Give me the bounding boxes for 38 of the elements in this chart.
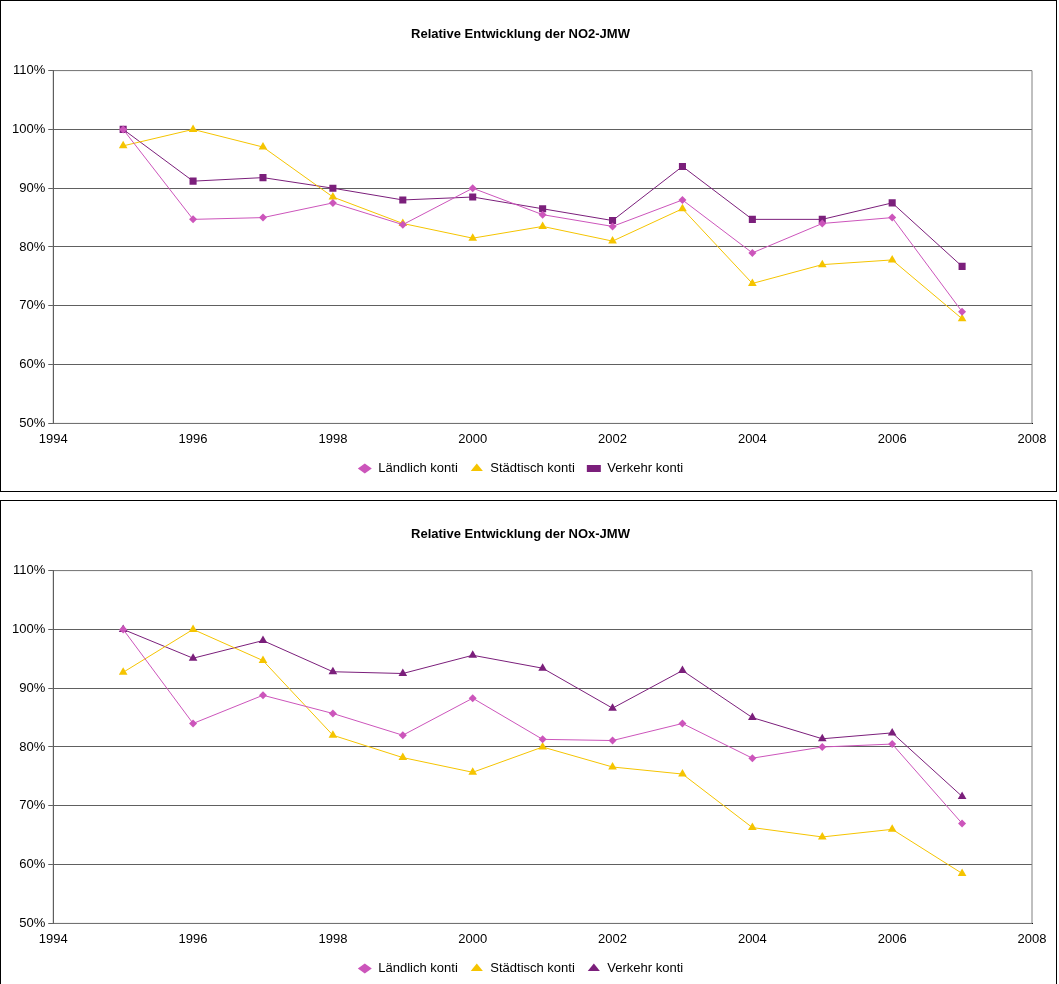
y-tick-label: 80% <box>19 738 46 754</box>
x-tick-label: 1994 <box>38 930 68 946</box>
y-tick-label: 110% <box>12 562 46 578</box>
legend-label: Städtisch konti <box>490 960 575 976</box>
x-tick-label: 2004 <box>737 930 767 946</box>
y-tick-label: 90% <box>19 179 46 195</box>
y-tick-label: 60% <box>19 856 46 872</box>
x-tick-label: 2000 <box>458 430 488 446</box>
chart-title: Relative Entwicklung der NO2-JMW <box>411 26 631 42</box>
y-tick-label: 70% <box>19 797 46 813</box>
x-tick-label: 2008 <box>1017 430 1047 446</box>
y-tick-label: 100% <box>12 620 46 636</box>
x-tick-label: 1998 <box>318 430 348 446</box>
x-tick-label: 2002 <box>598 430 627 446</box>
x-tick-label: 1998 <box>318 930 348 946</box>
y-tick-label: 50% <box>19 414 46 430</box>
legend-label: Städtisch konti <box>490 460 575 476</box>
y-tick-label: 100% <box>12 120 46 136</box>
x-tick-label: 2006 <box>877 430 907 446</box>
y-tick-label: 90% <box>19 679 46 695</box>
y-tick-label: 50% <box>19 914 46 930</box>
y-tick-label: 70% <box>19 297 46 313</box>
x-tick-label: 2008 <box>1017 930 1047 946</box>
legend-label: Ländlich konti <box>378 960 458 976</box>
x-tick-label: 2002 <box>598 930 627 946</box>
x-tick-label: 1996 <box>178 430 208 446</box>
y-tick-label: 110% <box>12 62 46 78</box>
x-tick-label: 2000 <box>458 930 488 946</box>
legend-label: Ländlich konti <box>378 460 458 476</box>
x-tick-label: 2006 <box>877 930 907 946</box>
x-tick-label: 1994 <box>38 430 68 446</box>
chart-title: Relative Entwicklung der NOx-JMW <box>411 526 631 542</box>
legend-label: Verkehr konti <box>607 460 684 476</box>
x-tick-label: 1996 <box>178 930 208 946</box>
y-tick-label: 60% <box>19 356 46 372</box>
y-tick-label: 80% <box>19 238 46 254</box>
legend-label: Verkehr konti <box>607 960 684 976</box>
x-tick-label: 2004 <box>737 430 767 446</box>
